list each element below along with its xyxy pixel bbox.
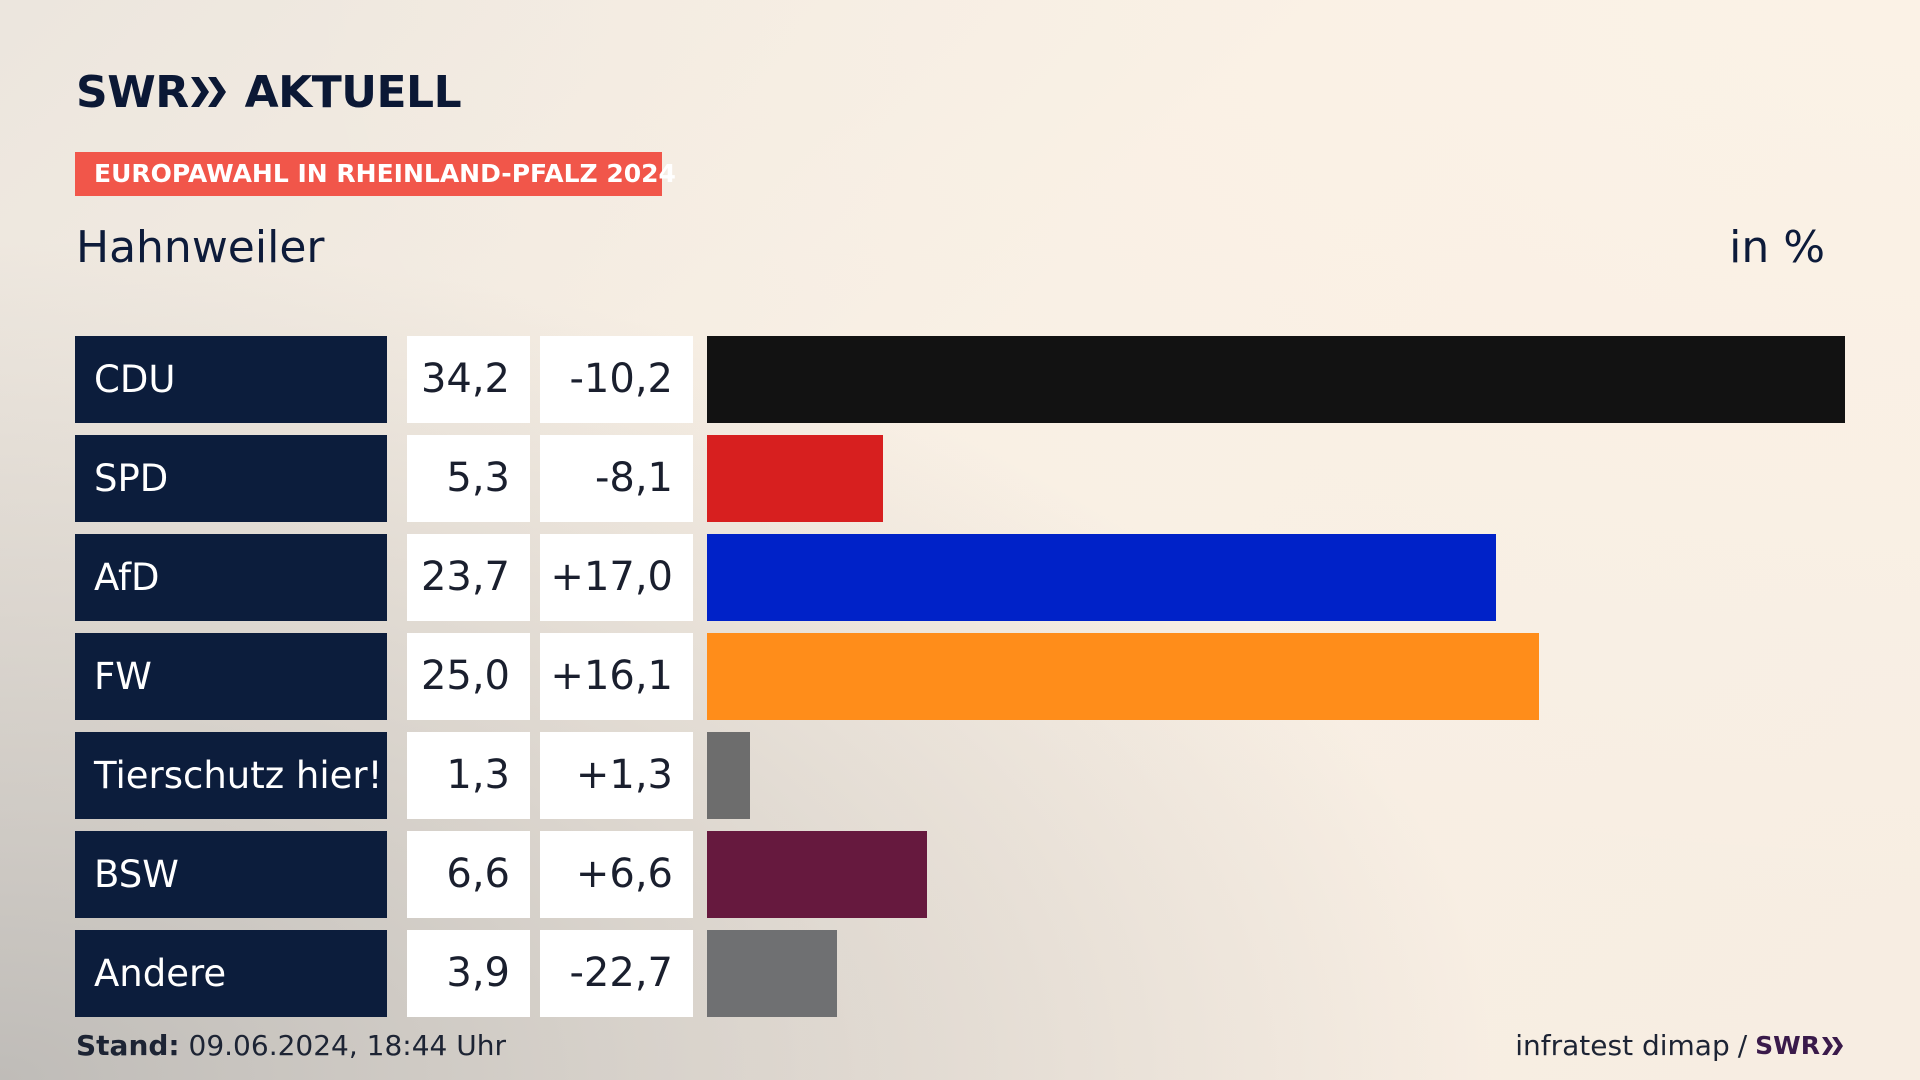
party-label: Tierschutz hier! (75, 732, 387, 819)
party-label: BSW (75, 831, 387, 918)
brand-name: SWR (76, 66, 189, 118)
result-row: AfD 23,7 +17,0 (75, 534, 1845, 621)
unit-label: in % (1729, 222, 1825, 273)
double-chevron-small-icon (1822, 1037, 1843, 1055)
result-bar (707, 435, 883, 522)
vote-share-change: +1,3 (540, 732, 693, 819)
source-name: infratest dimap (1515, 1029, 1730, 1062)
vote-share-change: +16,1 (540, 633, 693, 720)
source-credit: infratest dimap / SWR (1515, 1028, 1844, 1064)
vote-share-change: -10,2 (540, 336, 693, 423)
vote-share-change: +6,6 (540, 831, 693, 918)
party-label: CDU (75, 336, 387, 423)
vote-share-change: -22,7 (540, 930, 693, 1017)
party-label: Andere (75, 930, 387, 1017)
vote-share-value: 23,7 (407, 534, 530, 621)
party-label: AfD (75, 534, 387, 621)
vote-share-value: 34,2 (407, 336, 530, 423)
election-kicker: EUROPAWAHL IN RHEINLAND-PFALZ 2024 (75, 152, 676, 196)
vote-share-value: 6,6 (407, 831, 530, 918)
result-row: FW 25,0 +16,1 (75, 633, 1845, 720)
vote-share-change: -8,1 (540, 435, 693, 522)
page-title: Hahnweiler (76, 222, 325, 273)
timestamp: Stand: 09.06.2024, 18:44 Uhr (76, 1028, 506, 1064)
result-row: Andere 3,9 -22,7 (75, 930, 1845, 1017)
result-bar (707, 831, 927, 918)
source-separator: / (1737, 1029, 1748, 1062)
vote-share-change: +17,0 (540, 534, 693, 621)
result-row: CDU 34,2 -10,2 (75, 336, 1845, 423)
result-row: SPD 5,3 -8,1 (75, 435, 1845, 522)
stand-value: 09.06.2024, 18:44 Uhr (188, 1029, 506, 1062)
stand-label: Stand: (76, 1029, 180, 1062)
result-bar (707, 534, 1496, 621)
result-bar (707, 336, 1845, 423)
source-brand: SWR (1755, 1031, 1820, 1060)
vote-share-value: 5,3 (407, 435, 530, 522)
result-bar (707, 930, 837, 1017)
result-row: BSW 6,6 +6,6 (75, 831, 1845, 918)
double-chevron-icon (190, 75, 229, 109)
swr-small-logo: SWR (1755, 1028, 1844, 1064)
vote-share-value: 25,0 (407, 633, 530, 720)
party-label: FW (75, 633, 387, 720)
result-row: Tierschutz hier! 1,3 +1,3 (75, 732, 1845, 819)
party-label: SPD (75, 435, 387, 522)
vote-share-value: 1,3 (407, 732, 530, 819)
brand-product: AKTUELL (244, 66, 462, 118)
swr-aktuell-logo: SWR AKTUELL (76, 66, 462, 118)
result-bar (707, 732, 750, 819)
vote-share-value: 3,9 (407, 930, 530, 1017)
result-bar (707, 633, 1539, 720)
